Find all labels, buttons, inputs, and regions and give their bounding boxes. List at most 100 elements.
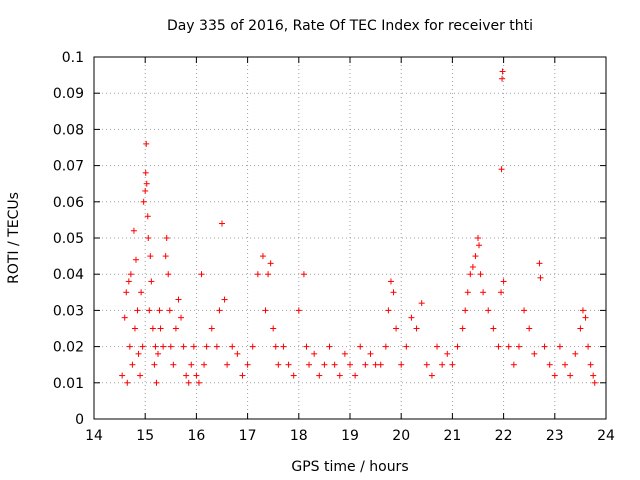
x-tick-label: 18	[290, 428, 308, 444]
y-tick-label: 0.06	[53, 195, 84, 211]
data-point	[198, 271, 205, 278]
data-point	[157, 325, 164, 332]
data-point	[591, 379, 598, 386]
data-point	[556, 343, 563, 350]
data-point	[382, 343, 389, 350]
x-tick-label: 23	[546, 428, 564, 444]
x-tick-label: 17	[239, 428, 257, 444]
data-point	[326, 343, 333, 350]
axis-ticks: 14 15 16 17 18 19 20 21 22 23 24 0 0.01 0.02 0.03 0.04 0…	[53, 50, 615, 444]
data-point	[449, 361, 456, 368]
data-point	[121, 314, 128, 321]
data-point	[239, 372, 246, 379]
data-point	[213, 343, 220, 350]
data-point	[475, 235, 481, 241]
data-point	[140, 198, 147, 205]
data-point	[372, 361, 379, 368]
data-point	[130, 227, 137, 234]
data-point	[162, 253, 169, 260]
data-point	[541, 343, 548, 350]
grid	[94, 57, 606, 419]
data-point	[201, 361, 208, 368]
data-point	[234, 350, 241, 357]
data-point	[124, 379, 131, 386]
data-point	[377, 361, 384, 368]
data-point	[521, 307, 528, 314]
data-point	[341, 350, 348, 357]
data-point	[129, 361, 136, 368]
data-point	[551, 372, 558, 379]
data-point	[145, 235, 152, 241]
data-point	[367, 350, 374, 357]
data-point	[244, 361, 251, 368]
data-point	[536, 260, 543, 267]
data-point	[336, 372, 343, 379]
data-point	[387, 278, 394, 285]
data-point	[132, 256, 139, 263]
data-point	[267, 260, 274, 267]
data-point	[151, 361, 158, 368]
data-point	[303, 343, 310, 350]
data-point	[249, 343, 256, 350]
data-point	[178, 314, 185, 321]
data-point	[188, 361, 195, 368]
data-point	[311, 350, 318, 357]
data-point	[498, 166, 505, 173]
data-point	[272, 343, 279, 350]
data-point	[119, 372, 126, 379]
data-point	[127, 271, 134, 278]
data-point	[180, 343, 187, 350]
data-point	[123, 289, 130, 296]
data-point	[499, 68, 506, 75]
data-point	[485, 307, 492, 314]
data-point	[467, 271, 474, 278]
data-point	[170, 361, 177, 368]
data-point	[167, 343, 174, 350]
data-point	[505, 343, 512, 350]
data-point	[300, 271, 307, 278]
data-point	[579, 307, 586, 314]
data-point	[490, 325, 497, 332]
data-point	[459, 325, 466, 332]
data-point	[423, 361, 430, 368]
x-tick-label: 14	[85, 428, 103, 444]
data-point	[208, 325, 215, 332]
data-point	[587, 361, 594, 368]
data-point	[306, 361, 313, 368]
data-point	[403, 343, 410, 350]
data-point	[464, 289, 471, 296]
data-point	[515, 343, 522, 350]
data-point	[439, 361, 446, 368]
data-point	[190, 343, 197, 350]
y-tick-label: 0.04	[53, 267, 84, 283]
y-tick-label: 0.07	[53, 159, 84, 175]
data-point	[156, 307, 163, 314]
data-point	[262, 307, 269, 314]
data-point	[135, 350, 142, 357]
data-point	[144, 213, 151, 220]
data-point	[138, 289, 145, 296]
data-point	[134, 307, 141, 314]
data-point	[149, 325, 156, 332]
data-point	[224, 361, 231, 368]
data-point	[477, 271, 484, 278]
data-point	[577, 325, 584, 332]
data-point	[131, 325, 138, 332]
data-point	[428, 372, 435, 379]
data-point	[195, 379, 202, 386]
data-point	[160, 343, 167, 350]
data-point	[137, 372, 144, 379]
data-point	[126, 343, 133, 350]
data-point	[362, 361, 369, 368]
data-point	[185, 379, 192, 386]
x-tick-label: 19	[341, 428, 359, 444]
data-point	[498, 289, 505, 296]
data-point	[590, 372, 597, 379]
data-point	[500, 278, 507, 285]
data-point	[352, 372, 359, 379]
data-point	[413, 325, 420, 332]
data-point	[203, 343, 210, 350]
data-point	[285, 361, 292, 368]
data-point	[495, 343, 502, 350]
